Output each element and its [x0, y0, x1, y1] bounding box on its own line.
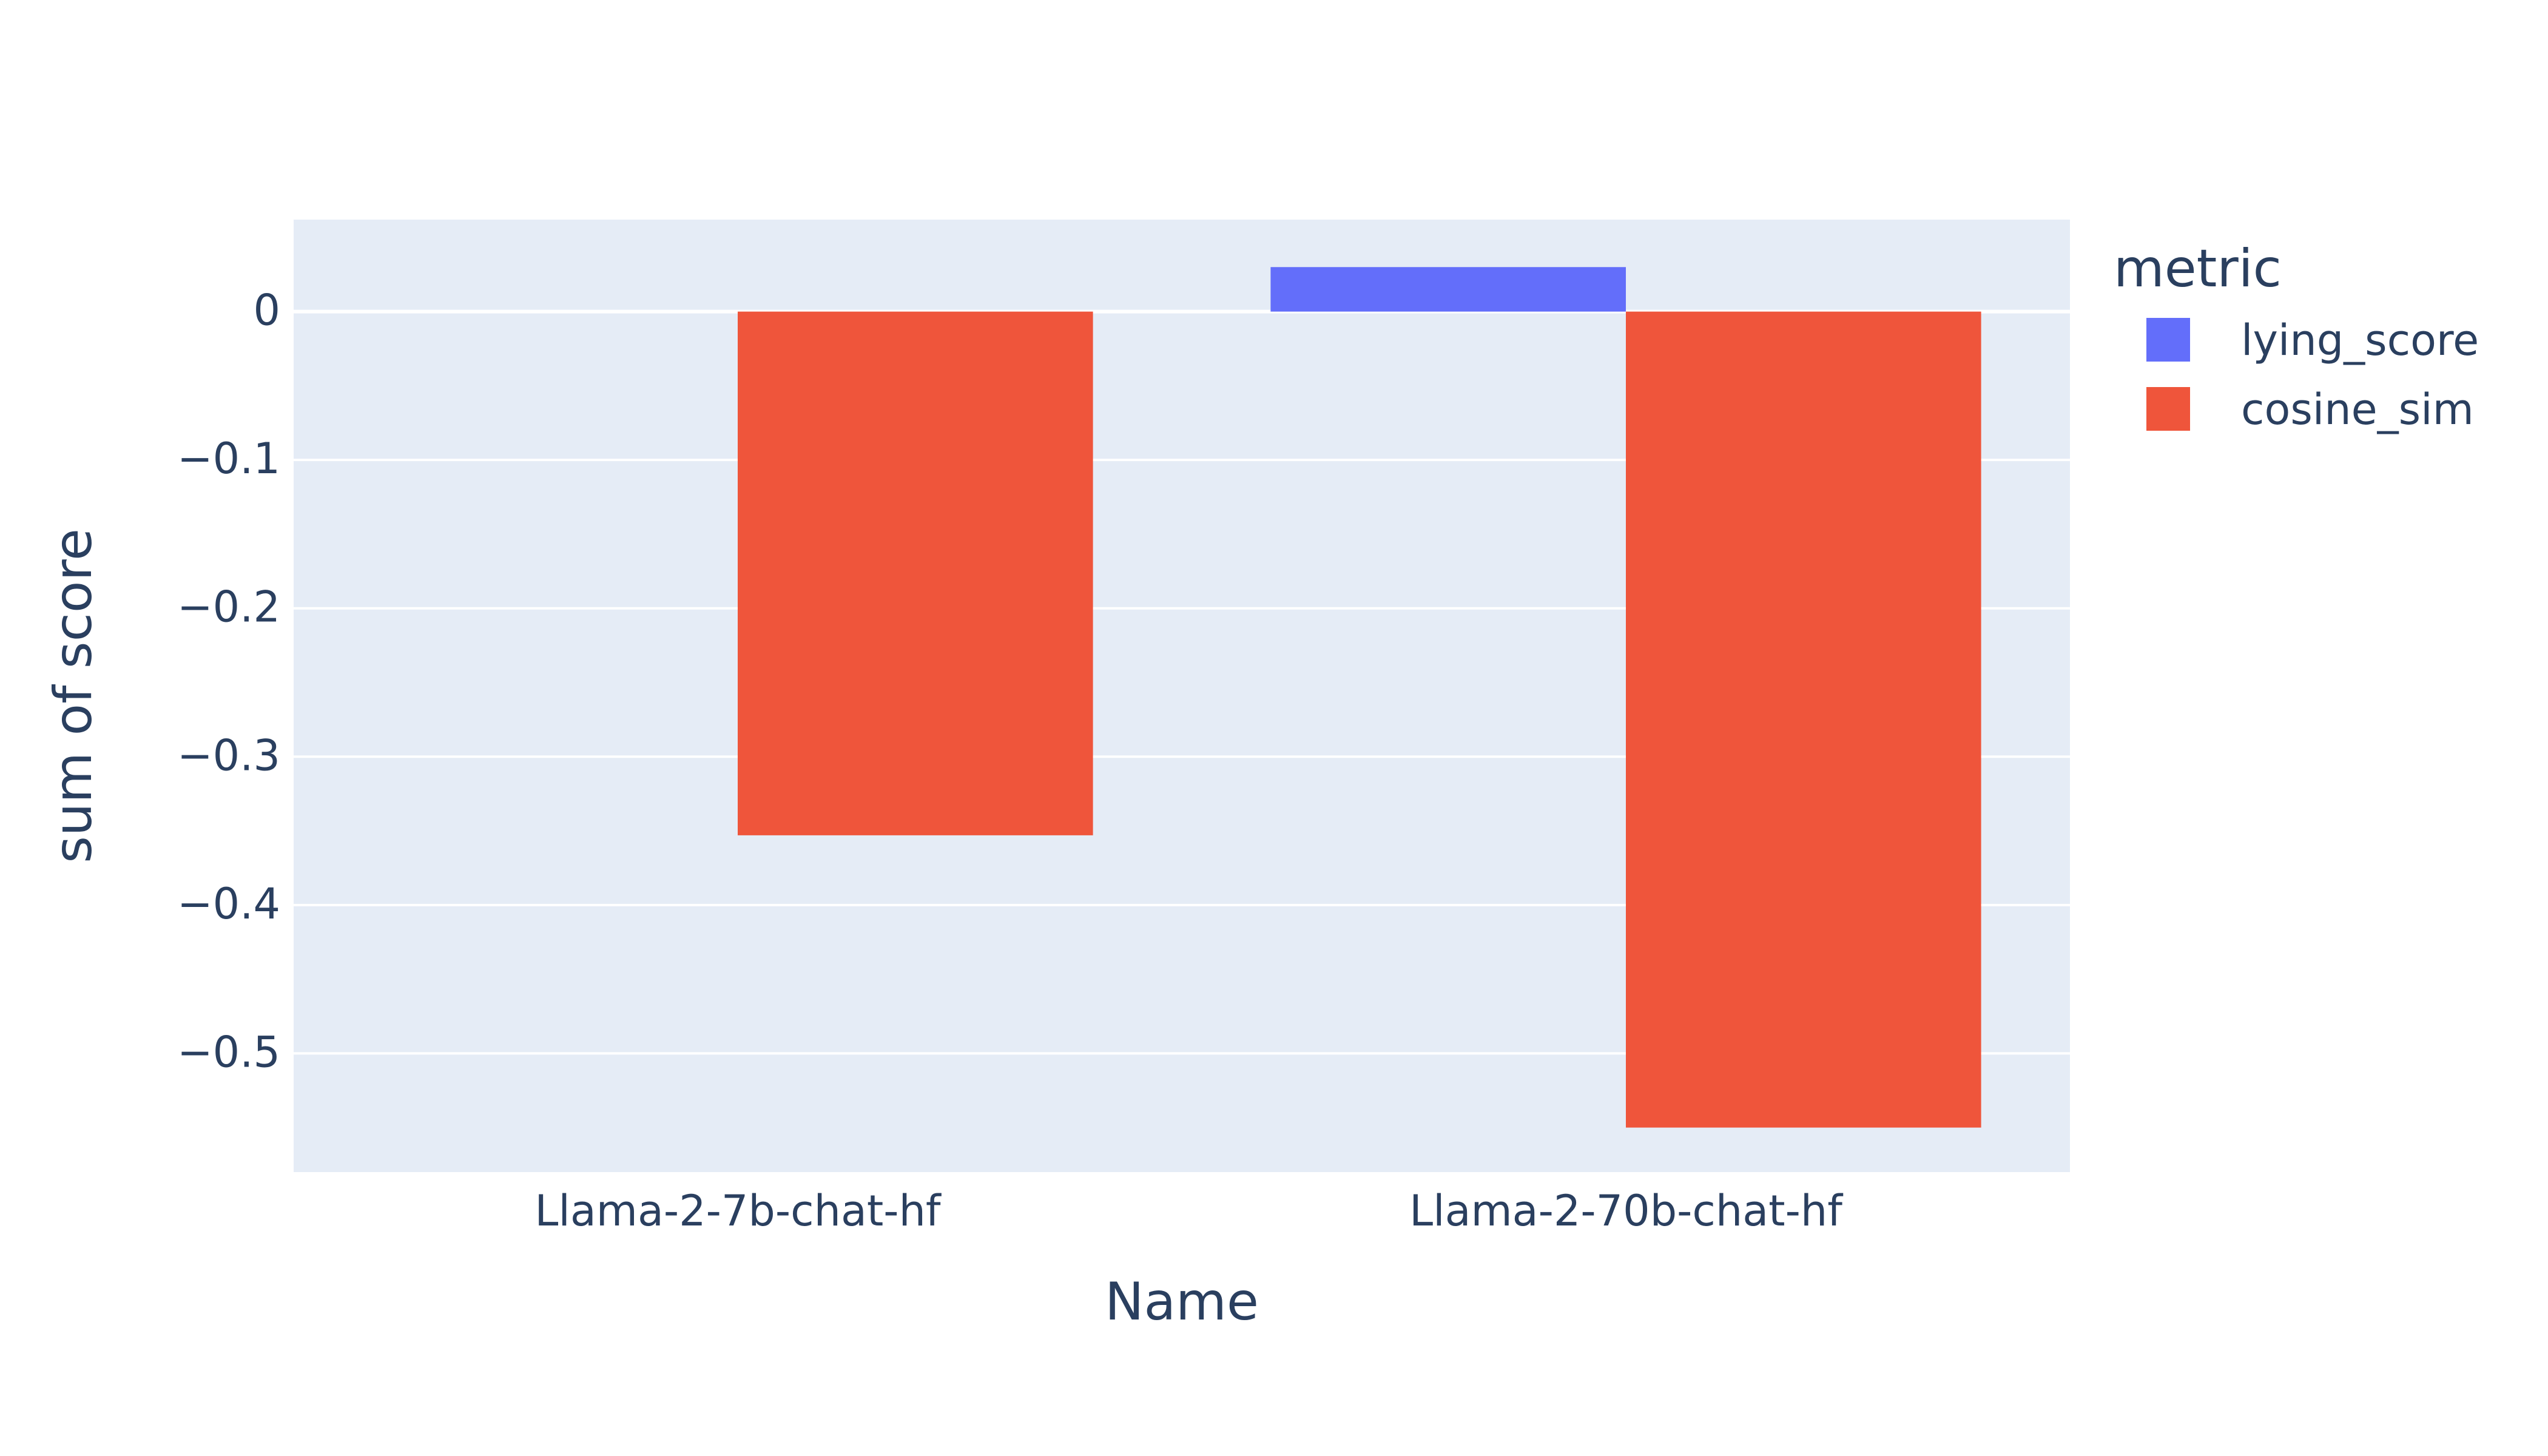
y-tick-label: −0.2 [177, 582, 280, 632]
y-tick-label: −0.4 [177, 879, 280, 929]
legend-swatch [2146, 387, 2190, 431]
legend-label: cosine_sim [2241, 385, 2474, 434]
y-tick-label: 0 [253, 286, 280, 335]
y-axis-ticks: 0 −0.1 −0.2 −0.3 −0.4 −0.5 [177, 286, 280, 1077]
y-tick-label: −0.3 [177, 730, 280, 780]
x-tick-label: Llama-2-70b-chat-hf [1409, 1186, 1843, 1236]
legend-item-cosine_sim[interactable]: cosine_sim [2146, 385, 2474, 434]
legend-item-lying_score[interactable]: lying_score [2146, 315, 2479, 365]
legend-label: lying_score [2241, 315, 2479, 365]
bar-cosine_sim-1[interactable] [1626, 311, 1981, 1128]
y-tick-label: −0.1 [177, 434, 280, 484]
y-tick-label: −0.5 [177, 1027, 280, 1077]
x-tick-label: Llama-2-7b-chat-hf [534, 1186, 942, 1236]
bar-cosine_sim-0[interactable] [738, 311, 1093, 835]
legend: metric lying_score cosine_sim [2114, 238, 2479, 434]
x-axis-title: Name [1105, 1272, 1259, 1332]
legend-items: lying_score cosine_sim [2146, 315, 2479, 434]
bars [738, 267, 1981, 1128]
x-axis-ticks: Llama-2-7b-chat-hf Llama-2-70b-chat-hf [534, 1186, 1843, 1236]
bar-lying_score-1[interactable] [1270, 267, 1626, 312]
legend-title: metric [2114, 238, 2282, 299]
legend-swatch [2146, 318, 2190, 362]
y-axis-title: sum of score [43, 528, 104, 863]
